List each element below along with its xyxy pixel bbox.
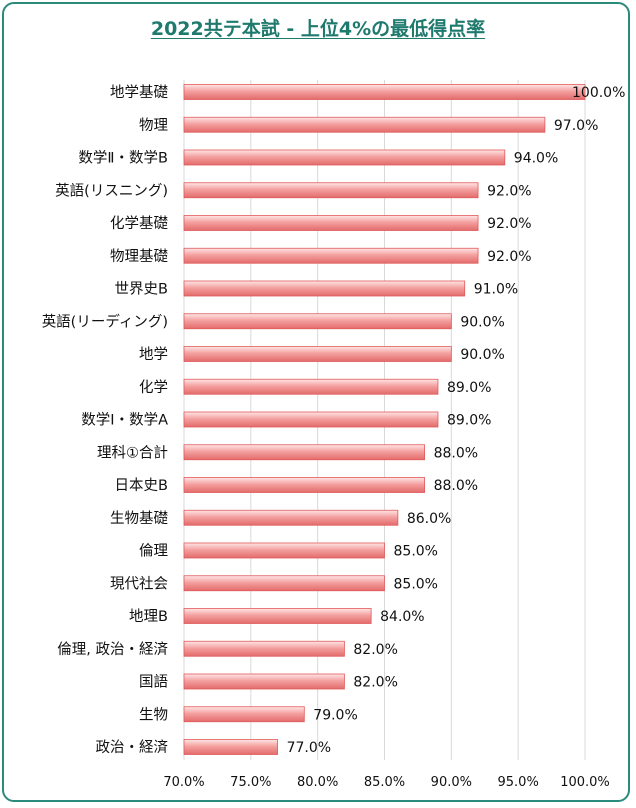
category-label: 地学基礎 <box>110 84 168 101</box>
x-tick-label: 70.0% <box>163 775 204 790</box>
value-label: 91.0% <box>474 282 518 298</box>
value-label: 92.0% <box>487 249 531 265</box>
value-label: 88.0% <box>434 478 478 494</box>
category-label: 地学 <box>139 346 168 363</box>
value-label: 90.0% <box>460 347 504 363</box>
value-label: 82.0% <box>353 675 397 691</box>
value-label: 82.0% <box>353 642 397 658</box>
category-label: 理科①合計 <box>97 444 168 461</box>
category-label: 現代社会 <box>110 575 168 592</box>
bar <box>183 182 479 199</box>
category-label: 化学基礎 <box>110 215 168 232</box>
value-label: 90.0% <box>460 314 504 330</box>
category-label: 生物基礎 <box>110 510 168 527</box>
category-label: 世界史B <box>115 281 168 298</box>
category-label: 地理B <box>129 608 168 625</box>
value-label: 94.0% <box>514 151 558 167</box>
value-label: 89.0% <box>447 380 491 396</box>
category-label: 数学Ⅰ・数学A <box>81 412 168 429</box>
category-label: 物理 <box>139 117 168 134</box>
bar <box>183 215 479 231</box>
labels: 70.0% 75.0% 80.0% 85.0% 90.0% 95.0% 100.0% 地学基礎… <box>42 84 626 790</box>
bar <box>183 149 506 166</box>
bar <box>183 739 278 755</box>
value-label: 97.0% <box>554 118 598 134</box>
bar <box>183 444 426 461</box>
value-label: 92.0% <box>487 216 531 232</box>
category-label: 英語(リスニング) <box>55 181 168 199</box>
bar <box>183 247 479 264</box>
category-label: 化学 <box>139 379 168 396</box>
bar <box>183 575 385 592</box>
bar <box>183 116 546 133</box>
bar <box>183 84 586 100</box>
value-label: 89.0% <box>447 413 491 429</box>
category-label: 政治・経済 <box>96 739 169 756</box>
category-label: 英語(リーディング) <box>42 312 168 330</box>
category-label: 日本史B <box>115 477 168 494</box>
bar <box>183 608 372 624</box>
value-label: 84.0% <box>380 609 424 625</box>
value-label: 88.0% <box>434 445 478 461</box>
bars <box>183 84 586 755</box>
value-label: 92.0% <box>487 183 531 199</box>
bar <box>183 411 439 428</box>
bar <box>183 346 452 362</box>
category-label: 数学Ⅱ・数学B <box>78 150 168 167</box>
category-label: 生物 <box>139 706 168 723</box>
bar <box>183 477 426 493</box>
value-label: 77.0% <box>287 740 331 756</box>
bar <box>183 673 345 690</box>
value-label: 100.0% <box>572 85 625 101</box>
bar <box>183 280 466 297</box>
value-label: 79.0% <box>313 707 357 723</box>
x-tick-label: 85.0% <box>364 775 405 790</box>
category-label: 倫理, 政治・経済 <box>57 641 168 658</box>
x-tick-label: 90.0% <box>431 775 472 790</box>
chart-frame <box>2 2 630 802</box>
x-tick-label: 80.0% <box>297 775 338 790</box>
bar <box>183 313 452 330</box>
bar <box>183 706 305 723</box>
category-label: 国語 <box>139 674 168 691</box>
x-tick-label: 75.0% <box>230 775 271 790</box>
bar <box>183 378 439 395</box>
bar <box>183 640 345 657</box>
chart-title: 2022共テ本試 - 上位4%の最低得点率 <box>150 18 486 40</box>
bar <box>183 542 385 559</box>
value-label: 85.0% <box>394 544 438 560</box>
category-label: 倫理 <box>139 543 168 560</box>
x-tick-label: 100.0% <box>560 775 610 790</box>
x-tick-label: 95.0% <box>498 775 539 790</box>
value-label: 85.0% <box>394 576 438 592</box>
value-label: 86.0% <box>407 511 451 527</box>
category-label: 物理基礎 <box>110 248 168 265</box>
bar <box>183 509 399 526</box>
